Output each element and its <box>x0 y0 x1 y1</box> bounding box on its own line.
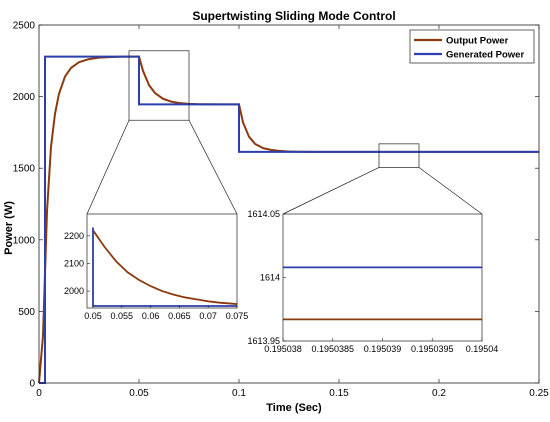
main-axis-ticks: 0 0.05 0.1 0.15 0.2 0.25 0 500 1000 1500 2000 2500 <box>13 21 549 400</box>
zoom-region-2 <box>378 143 420 168</box>
x-tick-label: 0.25 <box>529 388 549 399</box>
y-axis-label: Power (W) <box>3 201 15 255</box>
inset-y-tick-label: 1614 <box>260 273 280 283</box>
inset-x-tick-label: 0.1950395 <box>411 344 454 354</box>
inset-y-tick-label: 1614.05 <box>247 209 280 219</box>
inset-x-tick-label: 0.19504 <box>466 344 499 354</box>
inset-x-tick-label: 0.055 <box>111 311 134 321</box>
inset-y-tick-label: 2100 <box>64 258 84 268</box>
legend-label-generated-power: Generated Power <box>446 50 524 61</box>
inset-x-tick-label: 0.195038 <box>264 344 302 354</box>
legend-label-output-power: Output Power <box>446 36 509 47</box>
y-tick-label: 2500 <box>13 21 36 32</box>
inset-x-tick-label: 0.065 <box>168 311 191 321</box>
zoom-callouts <box>86 50 483 215</box>
inset-x-tick-label: 0.075 <box>226 311 249 321</box>
inset-x-tick-label: 0.05 <box>84 311 102 321</box>
series-line-generated-power <box>39 55 539 384</box>
inset-x-tick-label: 0.07 <box>199 311 217 321</box>
inset-x-tick-label: 0.195039 <box>364 344 402 354</box>
inset-1-output-power-line <box>92 229 238 305</box>
main-series <box>38 55 539 384</box>
y-tick-label: 2000 <box>13 92 36 103</box>
inset-frame <box>86 213 238 309</box>
zoom-connector <box>418 167 483 215</box>
x-tick-label: 0.2 <box>432 388 446 399</box>
inset-x-tick-label: 0.06 <box>142 311 160 321</box>
x-tick-label: 0.1 <box>232 388 246 399</box>
inset-y-tick-label: 1613.95 <box>247 336 280 346</box>
inset-y-tick-label: 2000 <box>64 286 84 296</box>
x-tick-label: 0.15 <box>329 388 349 399</box>
x-tick-label: 0 <box>36 388 42 399</box>
inset-frame <box>282 213 483 342</box>
y-tick-label: 500 <box>18 307 35 318</box>
inset-background <box>283 214 482 341</box>
y-tick-label: 1000 <box>13 235 36 246</box>
chart-title: Supertwisting Sliding Mode Control <box>192 9 395 23</box>
zoom-connector <box>188 120 238 215</box>
x-tick-label: 0.05 <box>129 388 149 399</box>
x-axis-label: Time (Sec) <box>266 402 322 414</box>
inset-plot-2: 0.195038 0.1950385 0.195039 0.1950395 0.1950… <box>247 209 498 354</box>
plot-frame <box>38 24 540 384</box>
zoom-region-1 <box>128 50 190 121</box>
zoom-connector <box>282 167 380 215</box>
y-tick-label: 1500 <box>13 164 36 175</box>
legend-box <box>409 29 535 64</box>
y-tick-label: 0 <box>29 379 35 390</box>
series-line-output-power <box>38 55 539 384</box>
inset-x-tick-label: 0.1950385 <box>311 344 354 354</box>
legend: Output Power Generated Power <box>409 29 535 64</box>
inset-y-tick-label: 2200 <box>64 231 84 241</box>
inset-background <box>87 214 237 308</box>
inset-plot-1: 0.05 0.055 0.06 0.065 0.07 0.075 2000 2100 2200 <box>64 213 249 321</box>
zoom-connector <box>86 120 130 215</box>
